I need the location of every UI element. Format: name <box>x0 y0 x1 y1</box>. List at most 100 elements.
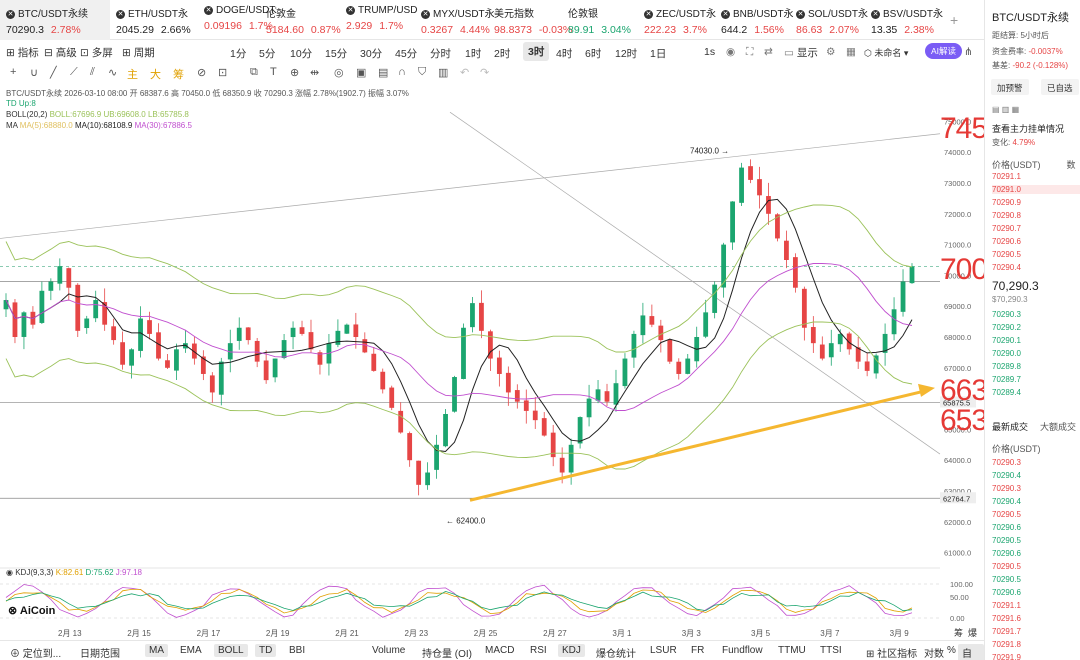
fullscreen-icon[interactable]: ⛶ <box>746 45 754 58</box>
period-0[interactable]: 1分 <box>230 48 247 60</box>
ttmu-toggle[interactable]: TTMU <box>778 645 806 656</box>
period-7[interactable]: 1时 <box>465 48 482 60</box>
big-order-button[interactable]: 大 <box>150 69 161 81</box>
macd-toggle[interactable]: MACD <box>485 645 515 656</box>
add-ticker-icon[interactable]: + <box>950 12 959 28</box>
community-index-button[interactable]: ⊞ 社区指标 <box>866 645 917 660</box>
redo-icon[interactable]: ↷ <box>480 67 490 79</box>
period-1[interactable]: 5分 <box>259 48 276 60</box>
locate-button[interactable]: ⊕ 定位到... <box>10 645 61 660</box>
display-button[interactable]: ▭ 显示 <box>784 43 818 62</box>
fundflow-toggle[interactable]: Fundflow <box>722 645 763 656</box>
period-9[interactable]: 3时 <box>523 42 550 61</box>
lock-draw-icon[interactable]: ⊘ <box>197 67 207 79</box>
ai-explain-button[interactable]: AI解读 <box>925 43 963 59</box>
ray-tool-icon[interactable]: ⟋ <box>70 66 78 78</box>
delete-icon[interactable]: ▤ <box>378 67 389 79</box>
period-dropdown[interactable]: ⊞ 周期 <box>122 43 155 62</box>
period-2[interactable]: 10分 <box>290 48 313 60</box>
x-tick-label: 3月 7 <box>820 629 840 638</box>
ticker-10[interactable]: ✕ SOL/USDT永 86.63 2.07% <box>790 0 870 40</box>
log-toggle[interactable]: 对数 <box>924 649 944 660</box>
add-alert-button[interactable]: 加预警 <box>991 79 1029 95</box>
ticker-7[interactable]: 伦敦银 89.91 3.04% <box>562 0 642 40</box>
period-5[interactable]: 45分 <box>395 48 418 60</box>
orderbook-title[interactable]: 查看主力挂单情况 <box>992 124 1065 134</box>
clear-icon[interactable]: ⊡ <box>218 67 228 79</box>
multiscreen-button[interactable]: ⊡ 多屏 <box>80 43 113 62</box>
ticker-9[interactable]: ✕ BNB/USDT永 644.2 1.56% <box>715 0 794 40</box>
ttsi-toggle[interactable]: TTSI <box>820 645 842 656</box>
kdj-eye-icon[interactable]: ◉ <box>6 568 13 577</box>
lock-icon[interactable]: ▣ <box>356 67 367 79</box>
ticker-0[interactable]: ✕ BTC/USDT永续 70290.3 2.78% <box>0 0 110 40</box>
book-both-icon[interactable]: ▤ <box>992 105 1000 114</box>
measure-icon[interactable]: ⇹ <box>310 67 320 79</box>
period-4[interactable]: 30分 <box>360 48 383 60</box>
tab-latest-trades[interactable]: 最新成交 <box>992 422 1029 432</box>
speed-button[interactable]: 1s <box>704 46 716 58</box>
rsi-toggle[interactable]: RSI <box>530 645 547 656</box>
fr-toggle[interactable]: FR <box>691 645 705 656</box>
camera-icon[interactable]: ◉ <box>726 46 736 58</box>
volume-toggle[interactable]: Volume <box>372 645 406 656</box>
ticker-1[interactable]: ✕ ETH/USDT永 2045.29 2.66% <box>110 0 198 40</box>
book-ask-icon[interactable]: ▦ <box>1011 105 1020 114</box>
candlestick-chart[interactable]: 75000.0 74000.0 73000.0 72000.0 71000.0 70000… <box>0 84 984 640</box>
layout-icon[interactable]: ▦ <box>846 46 856 58</box>
chip-side-button[interactable]: 筹 <box>954 628 964 638</box>
line-tool-icon[interactable]: ╱ <box>50 67 57 79</box>
book-bid-icon[interactable]: ▥ <box>1001 105 1010 114</box>
magnet-icon[interactable]: ∩ <box>398 66 406 78</box>
text-tool-icon[interactable]: T <box>270 66 277 78</box>
wave-tool-icon[interactable]: ∿ <box>108 67 118 79</box>
chart-area[interactable]: 75000.0 74000.0 73000.0 72000.0 71000.0 70000… <box>0 84 984 640</box>
parallel-tool-icon[interactable]: ⫽ <box>90 66 95 78</box>
filter-icon[interactable]: ⛉ <box>418 66 427 78</box>
oi-toggle[interactable]: 持仓量 (OI) <box>422 649 472 660</box>
favorite-button[interactable]: 已自选 <box>1041 79 1079 95</box>
settings-icon[interactable]: ⚙ <box>826 46 836 58</box>
ticker-6[interactable]: 美元指数 98.8373 -0.03% <box>488 0 572 40</box>
undo-icon[interactable]: ↶ <box>460 67 470 79</box>
period-6[interactable]: 分时 <box>430 48 451 60</box>
period-13[interactable]: 1日 <box>650 48 667 60</box>
curve-tool-icon[interactable]: ∪ <box>30 67 39 79</box>
ticker-4[interactable]: ✕ TRUMP/USD 2.929 1.7% <box>340 0 420 40</box>
share-icon[interactable]: ⋔ <box>964 46 973 58</box>
ticker-11[interactable]: ✕ BSV/USDT永 13.35 2.38% <box>865 0 945 40</box>
copy-icon[interactable]: ⧉ <box>250 66 258 78</box>
liq-toggle[interactable]: 爆仓统计 <box>596 649 636 660</box>
cursor-tool-icon[interactable]: + <box>10 66 17 78</box>
hide-icon[interactable]: ◎ <box>334 67 344 79</box>
tab-large-trades[interactable]: 大额成交 <box>1040 422 1077 432</box>
ticker-5[interactable]: ✕ MYX/USDT永 0.3267 4.44% <box>415 0 495 40</box>
percent-toggle[interactable]: % <box>947 645 956 656</box>
ticker-3[interactable]: 伦敦金 5184.60 0.87% <box>260 0 341 40</box>
td-toggle[interactable]: TD <box>255 644 277 657</box>
advanced-button[interactable]: ⊟ 高级 <box>44 43 77 62</box>
indicator-button[interactable]: ⊞ 指标 <box>6 43 39 62</box>
ticker-2[interactable]: ✕ DOGE/USDT: 0.09196 1.7% <box>198 0 277 40</box>
ticker-8[interactable]: ✕ ZEC/USDT永 222.23 3.7% <box>638 0 720 40</box>
liq-side-button[interactable]: 爆 <box>968 628 978 638</box>
period-12[interactable]: 12时 <box>615 48 638 60</box>
zoom-icon[interactable]: ⊕ <box>290 67 300 79</box>
trash-icon[interactable]: ▥ <box>438 67 449 79</box>
period-10[interactable]: 4时 <box>556 48 573 60</box>
period-8[interactable]: 2时 <box>494 48 511 60</box>
main-force-button[interactable]: 主 <box>127 69 138 81</box>
lsur-toggle[interactable]: LSUR <box>650 645 677 656</box>
template-dropdown[interactable]: ⬡ 未命名 ▾ <box>864 47 909 58</box>
boll-toggle[interactable]: BOLL <box>214 644 248 657</box>
ma-toggle[interactable]: MA <box>145 644 168 657</box>
period-11[interactable]: 6时 <box>585 48 602 60</box>
period-3[interactable]: 15分 <box>325 48 348 60</box>
auto-toggle[interactable]: 自动 <box>958 644 984 660</box>
date-range-button[interactable]: 日期范围 <box>80 649 120 660</box>
ema-toggle[interactable]: EMA <box>180 645 202 656</box>
compare-icon[interactable]: ⇄ <box>764 46 773 58</box>
chip-button[interactable]: 筹 <box>173 69 184 81</box>
bbi-toggle[interactable]: BBI <box>289 645 306 656</box>
kdj-toggle[interactable]: KDJ <box>558 644 585 657</box>
